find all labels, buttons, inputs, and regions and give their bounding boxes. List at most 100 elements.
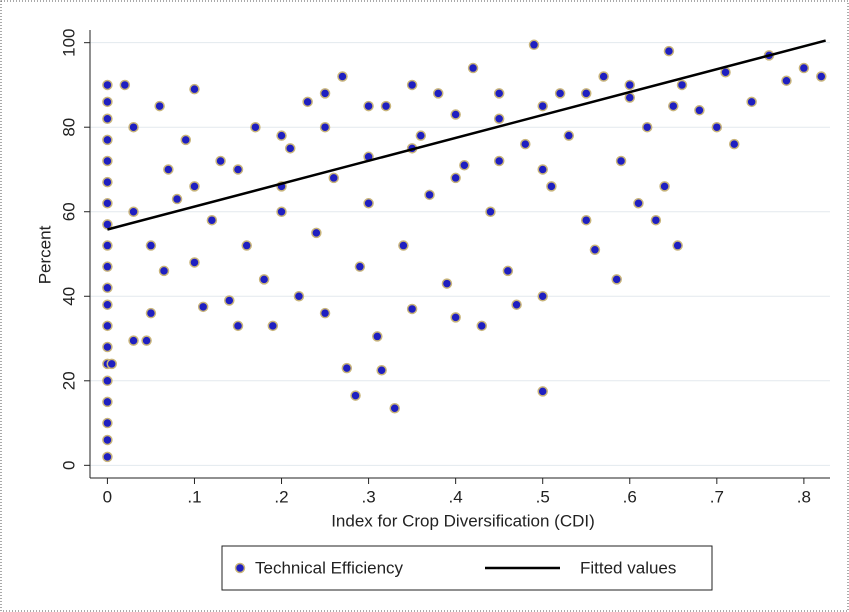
scatter-point bbox=[676, 79, 688, 91]
scatter-point bbox=[580, 214, 592, 226]
scatter-point bbox=[145, 240, 157, 251]
y-axis-label: Percent bbox=[35, 225, 54, 284]
scatter-point bbox=[328, 172, 340, 184]
legend-marker bbox=[234, 562, 246, 574]
scatter-point bbox=[106, 358, 118, 370]
scatter-point bbox=[337, 71, 348, 82]
scatter-point bbox=[389, 403, 400, 414]
scatter-point bbox=[633, 198, 644, 209]
scatter-point bbox=[406, 303, 418, 315]
scatter-point bbox=[720, 67, 731, 78]
scatter-point bbox=[102, 261, 113, 272]
scatter-point bbox=[154, 100, 165, 112]
scatter-point bbox=[102, 320, 113, 332]
scatter-point bbox=[102, 176, 113, 188]
scatter-point bbox=[102, 451, 113, 463]
legend-label: Technical Efficiency bbox=[255, 558, 404, 577]
scatter-point bbox=[128, 206, 139, 217]
scatter-point bbox=[102, 240, 113, 251]
y-tick-label: 20 bbox=[59, 371, 78, 390]
x-tick-label: .3 bbox=[361, 487, 375, 506]
scatter-point bbox=[781, 75, 792, 86]
scatter-point bbox=[102, 113, 113, 125]
scatter-point bbox=[537, 164, 548, 175]
scatter-point bbox=[415, 130, 427, 141]
scatter-point bbox=[798, 62, 810, 74]
scatter-point bbox=[102, 417, 113, 429]
scatter-point bbox=[319, 307, 331, 319]
scatter-point bbox=[432, 88, 444, 99]
scatter-point bbox=[520, 138, 531, 150]
scatter-point bbox=[398, 240, 409, 251]
scatter-point bbox=[250, 121, 261, 133]
y-tick-label: 100 bbox=[59, 28, 78, 56]
scatter-point bbox=[611, 274, 622, 285]
y-tick-label: 60 bbox=[59, 202, 78, 221]
scatter-point bbox=[163, 164, 174, 175]
scatter-point bbox=[145, 307, 157, 319]
scatter-point bbox=[554, 88, 566, 99]
scatter-point bbox=[102, 155, 113, 167]
scatter-point bbox=[459, 159, 470, 171]
scatter-point bbox=[241, 240, 252, 251]
scatter-point bbox=[141, 335, 152, 346]
scatter-point bbox=[189, 83, 200, 95]
scatter-point bbox=[171, 193, 183, 205]
scatter-point bbox=[102, 341, 113, 353]
scatter-point bbox=[189, 181, 200, 192]
scatter-point bbox=[376, 364, 387, 376]
scatter-point bbox=[276, 130, 287, 141]
scatter-point bbox=[659, 181, 670, 192]
scatter-point bbox=[589, 244, 601, 256]
scatter-point bbox=[406, 79, 418, 91]
scatter-point bbox=[319, 121, 331, 133]
scatter-point bbox=[728, 138, 740, 150]
scatter-point bbox=[467, 62, 479, 74]
scatter-point bbox=[598, 71, 609, 82]
scatter-point bbox=[624, 79, 636, 91]
x-tick-label: .7 bbox=[710, 487, 724, 506]
scatter-point bbox=[476, 320, 488, 332]
scatter-point bbox=[528, 39, 540, 51]
y-tick-label: 0 bbox=[59, 461, 78, 470]
scatter-point bbox=[302, 96, 313, 108]
scatter-point bbox=[102, 96, 113, 108]
scatter-point bbox=[232, 320, 244, 332]
scatter-point bbox=[537, 386, 548, 397]
scatter-point bbox=[546, 181, 557, 192]
scatter-point bbox=[284, 143, 296, 154]
scatter-point bbox=[624, 92, 636, 103]
scatter-point bbox=[363, 198, 374, 209]
scatter-point bbox=[380, 100, 392, 112]
scatter-point bbox=[711, 121, 723, 133]
scatter-point bbox=[694, 105, 705, 116]
scatter-point bbox=[180, 134, 192, 146]
scatter-point bbox=[102, 282, 113, 294]
x-tick-label: .1 bbox=[187, 487, 201, 506]
scatter-point bbox=[450, 312, 461, 323]
scatter-point bbox=[293, 291, 305, 302]
scatter-point bbox=[128, 335, 139, 346]
scatter-point bbox=[485, 206, 496, 217]
x-tick-label: .8 bbox=[797, 487, 811, 506]
x-tick-label: .5 bbox=[536, 487, 550, 506]
scatter-point bbox=[102, 434, 113, 446]
scatter-point bbox=[102, 396, 113, 408]
scatter-point bbox=[363, 100, 374, 112]
scatter-point bbox=[563, 130, 575, 141]
scatter-point bbox=[537, 291, 548, 302]
x-axis-label: Index for Crop Diversification (CDI) bbox=[331, 511, 595, 530]
scatter-point bbox=[232, 164, 244, 175]
scatter-point bbox=[663, 45, 675, 57]
scatter-point bbox=[341, 362, 353, 374]
scatter-point bbox=[206, 214, 218, 226]
scatter-point bbox=[319, 88, 331, 99]
scatter-point bbox=[650, 214, 662, 226]
x-tick-label: 0 bbox=[103, 487, 112, 506]
scatter-point bbox=[746, 96, 757, 108]
y-tick-label: 80 bbox=[59, 118, 78, 137]
scatter-point bbox=[372, 331, 383, 342]
scatter-point bbox=[450, 172, 461, 184]
scatter-point bbox=[119, 79, 131, 91]
x-tick-label: .2 bbox=[274, 487, 288, 506]
